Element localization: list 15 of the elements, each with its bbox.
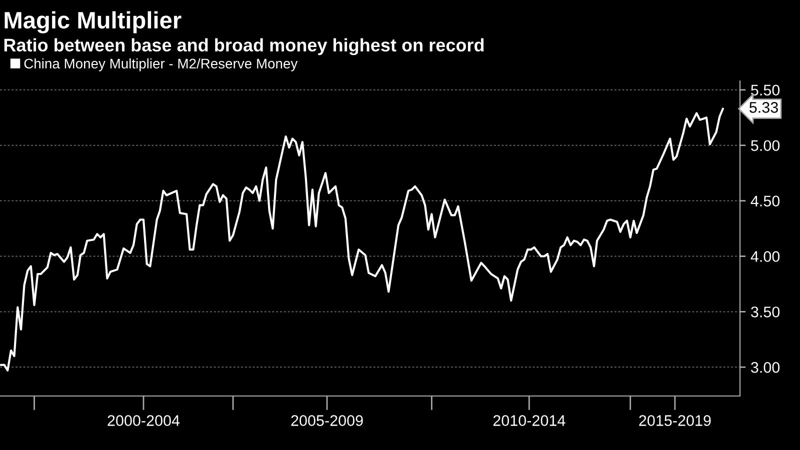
y-tick-label: 4.50 <box>750 196 780 206</box>
chart-subtitle: Ratio between base and broad money highest on record <box>4 38 484 56</box>
x-tick-label: 2000-2004 <box>108 415 180 426</box>
x-tick-label: 2005-2009 <box>291 415 363 426</box>
x-tick-label: 2015-2019 <box>639 415 711 426</box>
x-tick-label: 2010-2014 <box>493 415 566 426</box>
y-tick-label: 5.50 <box>751 84 780 96</box>
y-tick-label: 5.00 <box>751 140 780 152</box>
y-tick-label: 3.50 <box>751 306 780 318</box>
line-series <box>0 108 724 372</box>
y-tick-label: 3.00 <box>751 362 780 373</box>
y-tick-label: 4.00 <box>750 251 780 262</box>
legend-label: China Money Multiplier - M2/Reserve Money <box>24 58 298 72</box>
chart-title: Magic Multiplier <box>4 11 182 34</box>
annotation: 5.33 <box>749 102 778 113</box>
